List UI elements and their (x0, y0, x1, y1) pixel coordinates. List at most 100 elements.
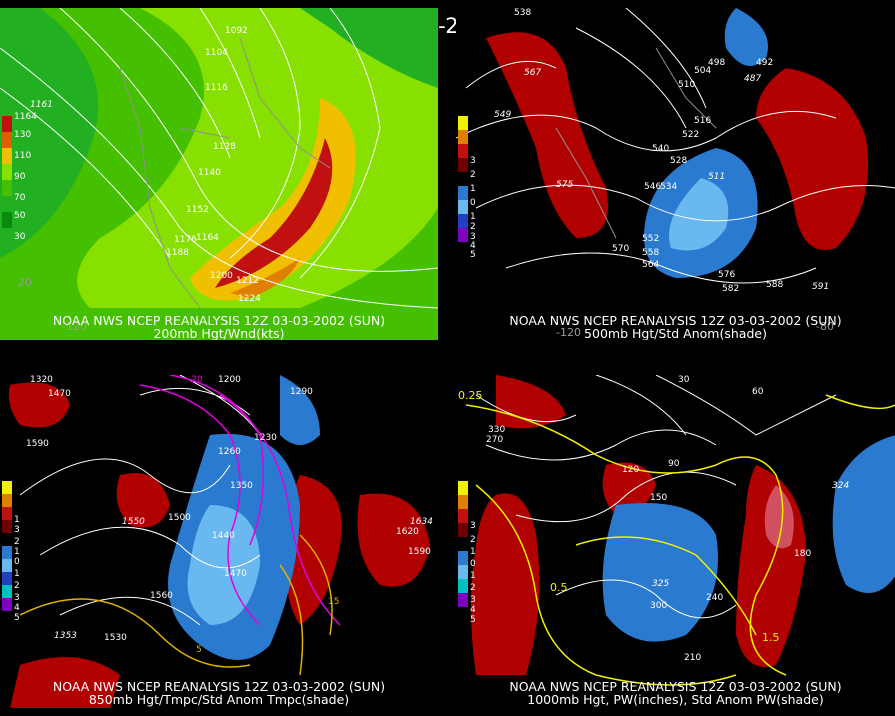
colorbar-label: 3 (14, 593, 20, 603)
contour-label: 1164 (196, 233, 219, 243)
colorbar-label: 3 (470, 595, 476, 605)
contour-label: 324 (832, 481, 850, 491)
panel-caption-source: NOAA NWS NCEP REANALYSIS 12Z 03-03-2002 … (509, 679, 842, 694)
contour-label: 549 (494, 110, 512, 120)
contour-label: 552 (642, 234, 660, 244)
contour-label: 1200 (210, 271, 233, 281)
contour-label: 538 (514, 8, 532, 18)
panel-200mb-map (0, 8, 438, 340)
longitude-label: -120 (62, 320, 87, 333)
contour-label: 564 (642, 260, 660, 270)
colorbar-label: 2 (470, 170, 476, 180)
panel-850mb-height-temp-anomaly: 1 3 2 1 0 1 2 3 4 5 1320 1470 1590 1200 … (0, 375, 438, 708)
colorbar-label: 1 (14, 569, 20, 579)
colorbar-label: 130 (14, 130, 32, 140)
contour-label: 528 (670, 156, 688, 166)
contour-label: 1440 (212, 531, 235, 541)
contour-label: 150 (650, 493, 668, 503)
contour-label: 270 (486, 435, 504, 445)
contour-label: 15 (328, 597, 340, 607)
contour-label: 330 (488, 425, 506, 435)
contour-label: 5 (196, 645, 202, 655)
contour-label: 1152 (186, 205, 209, 215)
colorbar (458, 116, 468, 242)
contour-label: 511 (708, 172, 726, 182)
contour-label: 1590 (26, 439, 49, 449)
contour-label: 1320 (30, 375, 53, 385)
panel-caption-field: 500mb Hgt/Std Anom(shade) (584, 326, 767, 340)
colorbar-label: 0 (470, 559, 476, 569)
contour-label: 492 (756, 58, 774, 68)
colorbar-label: 3 (14, 525, 20, 535)
contour-label: 1350 (230, 481, 253, 491)
panel-caption-field: 850mb Hgt/Tmpc/Std Anom Tmpc(shade) (88, 692, 350, 707)
panel-1000mb-height-precipitable-water: 3 2 1 0 1 2 3 4 5 30 60 90 120 150 180 2… (456, 375, 895, 708)
contour-label: 588 (766, 280, 784, 290)
panel-500mb-map (456, 8, 895, 340)
contour-label: 180 (794, 549, 812, 559)
contour-label: 558 (642, 248, 660, 258)
colorbar-label: 1 (470, 184, 476, 194)
colorbar-label: 0 (14, 557, 20, 567)
contour-label: 540 (652, 144, 670, 154)
colorbar-label: 1 (470, 212, 476, 222)
colorbar-label: 4 (470, 605, 476, 615)
colorbar-label: 70 (14, 193, 26, 203)
contour-label: 534 (660, 182, 678, 192)
colorbar-label: 3 (470, 521, 476, 531)
contour-label: 1590 (408, 547, 431, 557)
colorbar-label: 110 (14, 151, 32, 161)
contour-label: 1116 (205, 83, 228, 93)
panel-caption-field: 200mb Hgt/Wnd(kts) (153, 326, 285, 340)
longitude-label: -120 (556, 326, 581, 339)
contour-label: 1470 (48, 389, 71, 399)
contour-label: 1290 (290, 387, 313, 397)
colorbar-label: 1 (470, 571, 476, 581)
panel-caption-source: NOAA NWS NCEP REANALYSIS 12Z 03-03-2002 … (52, 679, 386, 694)
contour-label: 582 (722, 284, 740, 294)
contour-label: 510 (678, 80, 696, 90)
contour-label: 570 (612, 244, 630, 254)
contour-label: 591 (812, 282, 830, 292)
contour-label: 1224 (238, 294, 261, 304)
contour-label: 1620 (396, 527, 419, 537)
contour-label: 120 (622, 465, 640, 475)
contour-label: 498 (708, 58, 726, 68)
panel-caption-source: NOAA NWS NCEP REANALYSIS 12Z 03-03-2002 … (52, 313, 386, 328)
colorbar (2, 116, 12, 228)
contour-label: 1161 (30, 100, 53, 110)
panel-200mb-height-wind: 1164 130 110 90 70 50 30 1092 1104 1116 … (0, 8, 438, 340)
contour-label: 575 (556, 180, 574, 190)
contour-label: 0.5 (550, 581, 568, 594)
colorbar-label: 2 (14, 537, 20, 547)
contour-label: -20 (188, 375, 203, 385)
contour-label: 1550 (122, 517, 145, 527)
contour-label: 1092 (225, 26, 248, 36)
colorbar-label: 3 (470, 156, 476, 166)
panel-500mb-height-anomaly: 3 2 1 0 1 2 3 4 5 538 504 498 492 510 51… (456, 8, 895, 340)
colorbar-label: 4 (470, 241, 476, 251)
colorbar-label: 50 (14, 211, 26, 221)
contour-label: 1530 (104, 633, 127, 643)
colorbar-label: 2 (470, 535, 476, 545)
colorbar (2, 481, 12, 611)
contour-label: 576 (718, 270, 736, 280)
contour-label: 516 (694, 116, 712, 126)
contour-label: 1230 (254, 433, 277, 443)
colorbar-label: 2 (470, 222, 476, 232)
contour-label: 1200 (218, 375, 241, 385)
contour-label: 30 (678, 375, 690, 385)
colorbar-label: 0 (470, 198, 476, 208)
contour-label: 300 (650, 601, 668, 611)
contour-label: 210 (684, 653, 702, 663)
contour-label: 1470 (224, 569, 247, 579)
contour-label: 1634 (410, 517, 433, 527)
contour-label: 1128 (213, 142, 236, 152)
contour-label: 0.25 (458, 389, 483, 402)
contour-label: 240 (706, 593, 724, 603)
colorbar-label: 2 (14, 581, 20, 591)
colorbar-label: 1 (470, 547, 476, 557)
colorbar-label: 30 (14, 232, 26, 242)
colorbar-label: 4 (14, 603, 20, 613)
contour-label: 522 (682, 130, 700, 140)
